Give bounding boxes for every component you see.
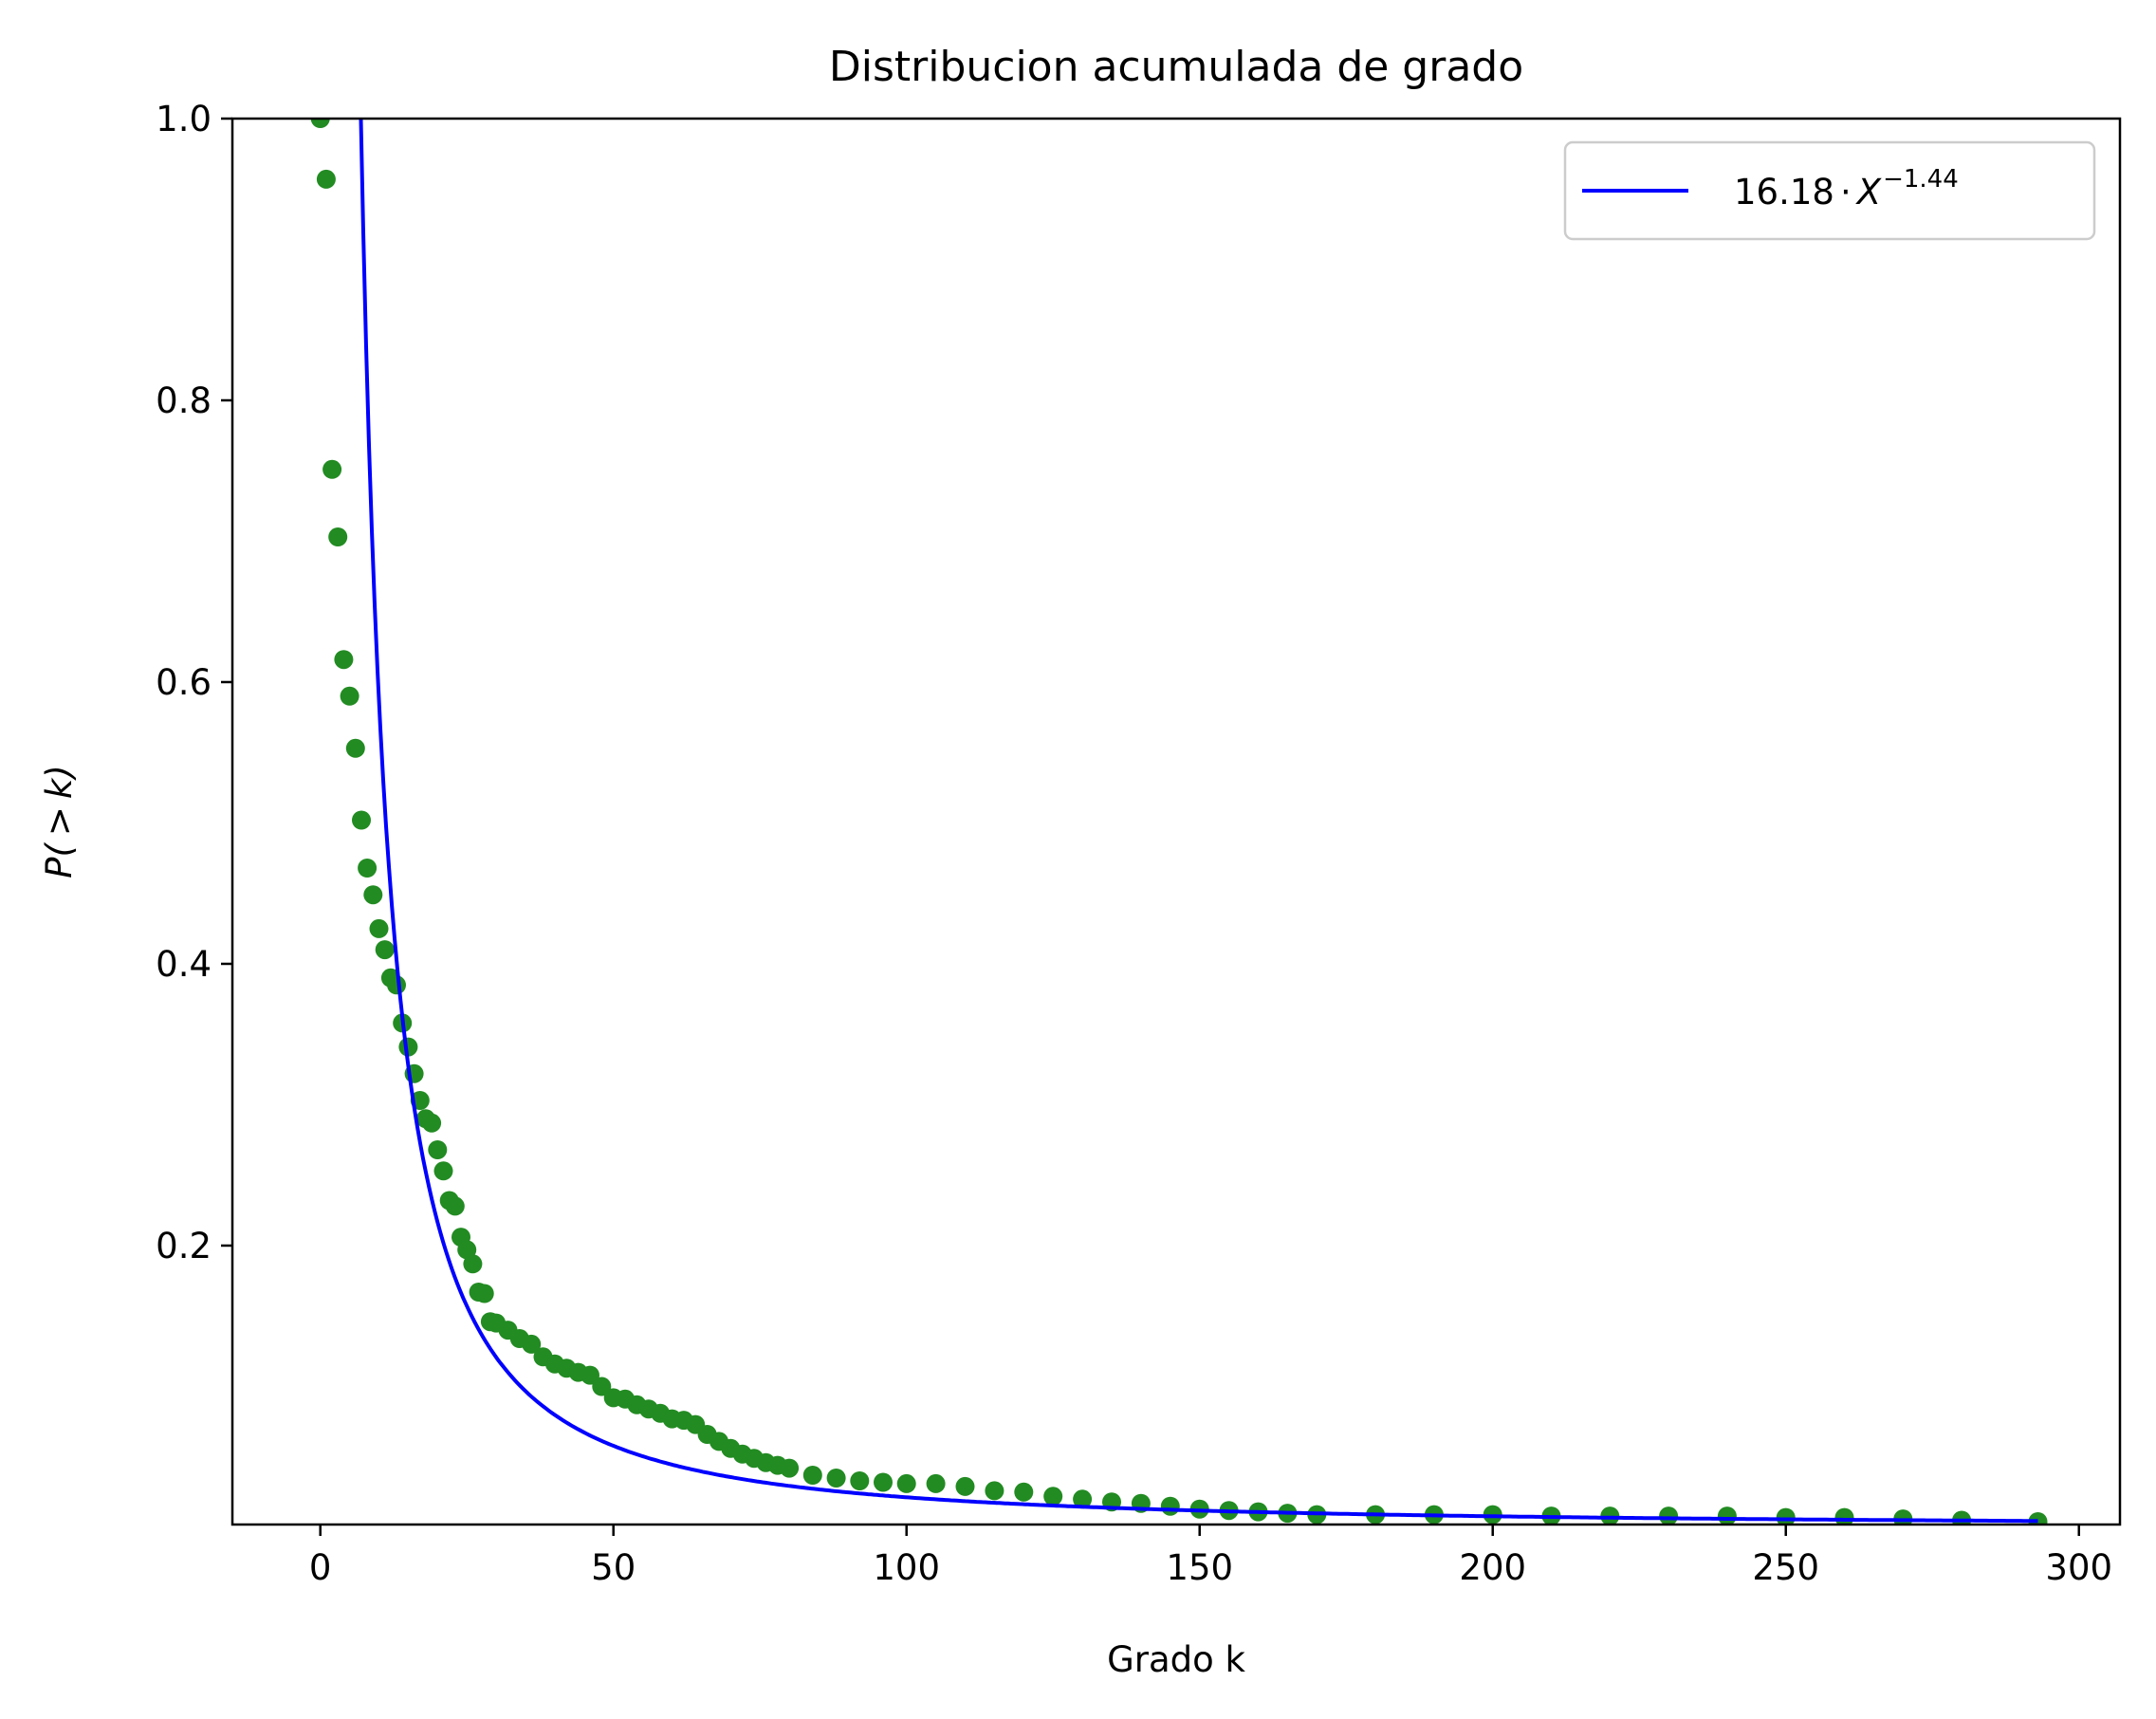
- data-point: [850, 1471, 870, 1490]
- data-point: [1043, 1487, 1063, 1506]
- data-point: [363, 885, 383, 905]
- data-point: [322, 459, 342, 479]
- y-axis-label-part: P(: [39, 842, 80, 878]
- data-point: [780, 1458, 800, 1478]
- data-point: [802, 1466, 822, 1485]
- x-axis-label: Grado k: [1107, 1639, 1245, 1680]
- fit-curve-line: [359, 119, 2038, 1524]
- data-point: [896, 1473, 916, 1493]
- x-tick-label: 100: [873, 1547, 940, 1588]
- data-point: [422, 1113, 442, 1133]
- legend-exponent: −1.44: [1883, 165, 1959, 194]
- data-point: [1659, 1506, 1679, 1525]
- chart-title: Distribucion acumulada de grado: [829, 43, 1523, 91]
- x-axis: 0 50 100 150 200 250 300: [309, 1525, 2112, 1588]
- data-point: [369, 918, 389, 938]
- y-tick-label: 0.8: [156, 380, 212, 421]
- x-tick-label: 250: [1752, 1547, 1819, 1588]
- data-point: [1160, 1496, 1180, 1516]
- data-point: [316, 169, 336, 189]
- data-point: [445, 1196, 465, 1216]
- data-point: [428, 1140, 448, 1159]
- y-tick-label: 0.6: [156, 662, 212, 703]
- data-point: [1014, 1482, 1034, 1502]
- data-point: [955, 1476, 975, 1496]
- data-point: [345, 738, 365, 758]
- y-axis-label-close: ): [39, 765, 80, 781]
- y-axis-label: P( > k): [39, 765, 80, 878]
- x-tick-label: 150: [1166, 1547, 1233, 1588]
- data-point: [474, 1284, 494, 1303]
- data-point: [1600, 1506, 1620, 1525]
- data-point: [375, 940, 395, 960]
- x-tick-label: 50: [591, 1547, 636, 1588]
- data-point: [985, 1481, 1004, 1501]
- data-point: [592, 1377, 612, 1396]
- legend-coef: 16.18: [1734, 172, 1834, 213]
- x-tick-label: 300: [2045, 1547, 2112, 1588]
- data-point: [310, 119, 330, 128]
- y-tick-label: 0.4: [156, 944, 212, 985]
- data-point: [328, 527, 348, 546]
- y-tick-label: 1.0: [156, 99, 212, 139]
- data-point: [874, 1472, 893, 1492]
- y-tick-label: 0.2: [156, 1226, 212, 1266]
- data-point: [522, 1334, 542, 1354]
- legend-var: X: [1855, 172, 1883, 213]
- legend-dot: ·: [1840, 172, 1852, 213]
- data-point: [340, 686, 359, 706]
- data-point: [463, 1254, 483, 1274]
- y-axis-label-op: >: [39, 806, 80, 836]
- x-tick-label: 200: [1459, 1547, 1526, 1588]
- data-point: [358, 859, 378, 878]
- data-point: [334, 650, 354, 670]
- x-tick-label: 0: [309, 1547, 332, 1588]
- data-point: [433, 1161, 453, 1181]
- data-point: [352, 810, 371, 830]
- data-point: [1073, 1489, 1093, 1509]
- legend-box: [1563, 140, 2096, 241]
- data-point: [580, 1365, 599, 1385]
- legend-label-fit: 16.18 · X−1.44: [1734, 165, 1959, 213]
- data-point: [926, 1473, 946, 1493]
- data-point: [1717, 1506, 1737, 1525]
- legend: 16.18 · X−1.44: [1563, 140, 2096, 241]
- axes-frame: [230, 117, 2122, 1526]
- data-point: [826, 1469, 846, 1488]
- y-axis: 0.2 0.4 0.6 0.8 1.0: [156, 99, 232, 1266]
- y-axis-label-var: k: [39, 777, 80, 799]
